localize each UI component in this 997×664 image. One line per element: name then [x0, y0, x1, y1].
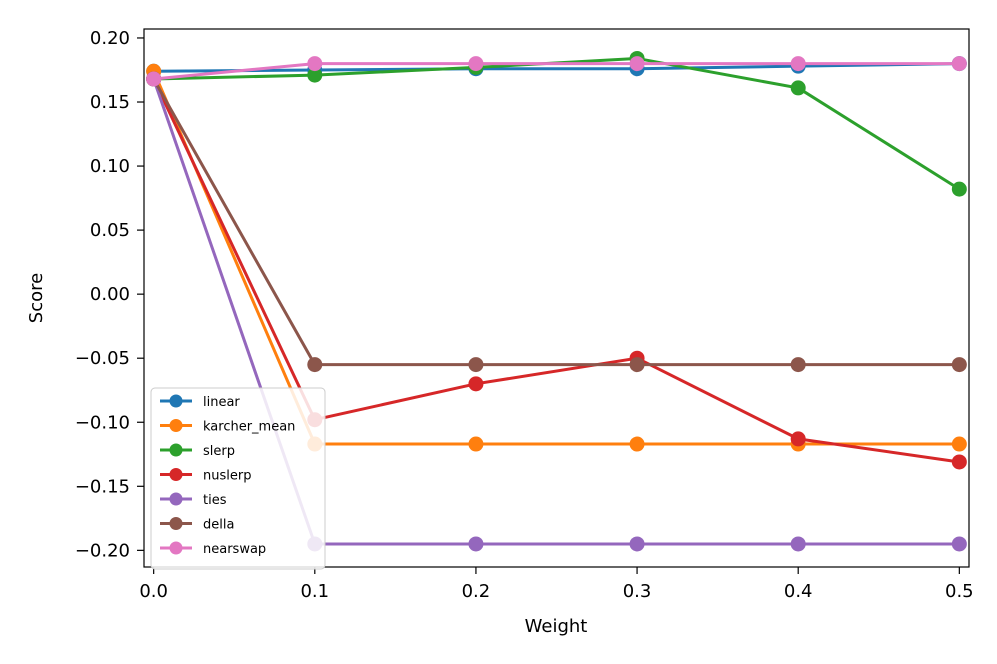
legend-swatch-marker: [169, 394, 183, 408]
legend-label: slerp: [203, 444, 235, 459]
legend-label: karcher_mean: [203, 420, 295, 435]
data-point-della: [629, 357, 645, 373]
data-point-slerp: [951, 181, 967, 197]
legend-label: linear: [203, 395, 240, 410]
data-point-della: [790, 357, 806, 373]
data-point-nearswap: [468, 56, 484, 72]
y-tick-label: 0.15: [90, 92, 130, 113]
data-point-nuslerp: [790, 431, 806, 447]
legend-swatch-marker: [169, 443, 183, 457]
legend-item-linear: linear: [160, 394, 240, 410]
x-axis-label: Weight: [525, 616, 588, 637]
y-tick-label: 0.10: [90, 156, 130, 177]
legend-swatch-marker: [169, 419, 183, 432]
data-point-nuslerp: [951, 454, 967, 470]
plot-frame: [143, 28, 970, 568]
series-line-nearswap: [153, 62, 960, 81]
y-tick-label: −0.05: [75, 348, 130, 369]
series-layer: [146, 50, 967, 552]
series-line-linear: [153, 62, 960, 73]
x-axis: 0.0 0.1 0.2 0.3 0.4 0.5: [139, 567, 974, 602]
data-point-slerp: [790, 80, 806, 96]
series-line-della: [152, 78, 960, 367]
legend-item-nearswap: nearswap: [160, 541, 266, 557]
legend-swatch-marker: [169, 541, 183, 555]
data-point-nearswap: [307, 56, 323, 72]
y-axis-label: Score: [26, 273, 47, 323]
x-tick-label: 0.5: [945, 581, 974, 602]
y-tick-label: −0.15: [75, 476, 130, 497]
data-point-ties: [468, 536, 484, 552]
legend-item-nuslerp: nuslerp: [160, 468, 251, 484]
data-point-karcher-mean: [468, 436, 484, 452]
x-tick-label: 0.3: [623, 581, 652, 602]
data-point-karcher-mean: [951, 436, 967, 452]
y-axis: 0.20 0.15 0.10 0.05 0.00 −0.05 −0.10 −0.15 −0.20: [75, 28, 144, 561]
legend-label: della: [203, 518, 234, 533]
y-tick-label: −0.10: [75, 412, 130, 433]
legend-box: [150, 387, 326, 570]
data-point-della: [951, 357, 967, 373]
y-tick-label: 0.20: [90, 28, 130, 49]
legend-swatch-marker: [169, 517, 183, 530]
legend-label: ties: [203, 493, 227, 508]
legend-label: nearswap: [203, 542, 266, 557]
x-tick-label: 0.2: [462, 581, 491, 602]
legend-swatch-marker: [169, 492, 183, 506]
data-point-slerp: [307, 67, 323, 83]
data-point-nearswap: [629, 56, 645, 72]
x-tick-label: 0.4: [784, 581, 813, 602]
legend-item-slerp: slerp: [160, 443, 235, 459]
x-tick-label: 0.1: [300, 581, 329, 602]
legend-label: nuslerp: [203, 469, 251, 484]
data-point-ties: [629, 536, 645, 552]
data-point-della: [307, 357, 323, 373]
legend-item-karcher-mean: karcher_mean: [160, 419, 295, 435]
legend-item-della: della: [160, 517, 234, 533]
y-tick-label: 0.05: [90, 220, 130, 241]
data-point-della: [468, 357, 484, 373]
series-nearswap: [146, 56, 967, 87]
data-point-nearswap: [790, 56, 806, 72]
data-point-nearswap: [951, 56, 967, 72]
data-point-karcher-mean: [629, 436, 645, 452]
data-point-nuslerp: [468, 376, 484, 392]
data-point-ties: [790, 536, 806, 552]
legend-swatch-marker: [169, 468, 183, 481]
y-tick-label: 0.00: [90, 284, 130, 305]
data-point-ties: [951, 536, 967, 552]
x-tick-label: 0.0: [139, 581, 168, 602]
series-line-nuslerp: [152, 78, 960, 464]
data-point-nearswap: [146, 71, 162, 87]
y-tick-label: −0.20: [75, 540, 130, 561]
legend-item-ties: ties: [160, 492, 227, 508]
